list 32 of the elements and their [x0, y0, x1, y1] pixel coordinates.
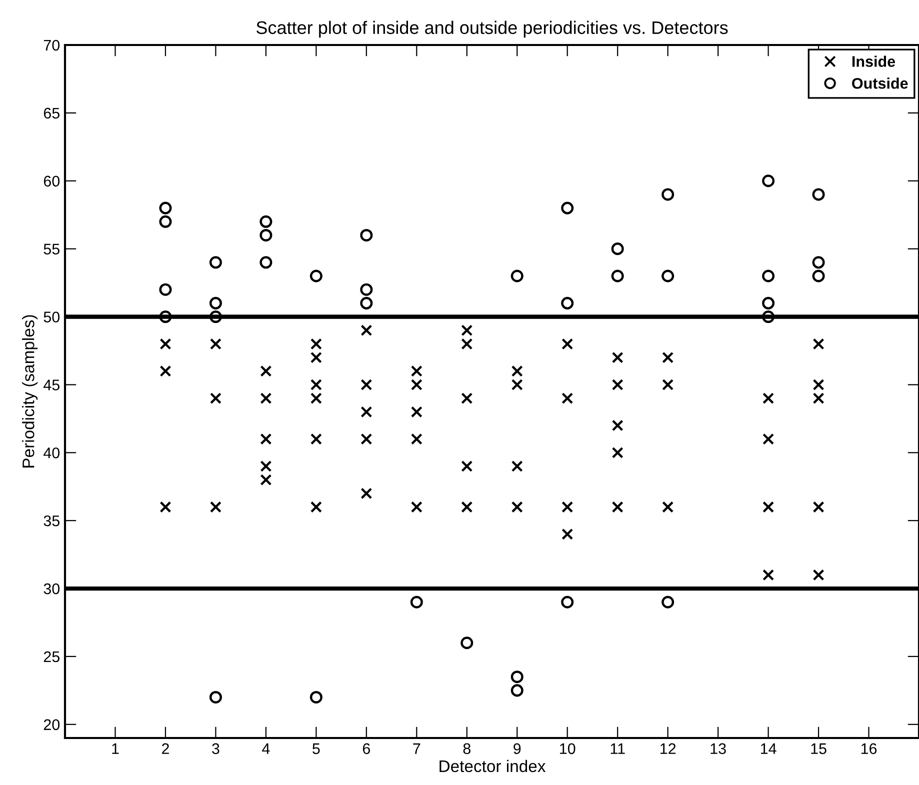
x-tick-label: 11 — [610, 743, 625, 754]
y-tick-label: 50 — [44, 312, 60, 322]
x-tick-label: 7 — [413, 743, 420, 754]
x-tick-label: 2 — [162, 743, 169, 754]
x-tick-label: 12 — [660, 743, 676, 754]
chart-title: Scatter plot of inside and outside periodicities vs. Detectors — [256, 20, 728, 38]
y-tick-label: 30 — [44, 583, 60, 594]
y-tick-label: 25 — [44, 651, 60, 662]
y-tick-label: 40 — [44, 448, 60, 458]
y-tick-label: 60 — [44, 176, 60, 187]
y-tick-label: 55 — [44, 244, 60, 255]
y-tick-label: 70 — [44, 40, 60, 51]
y-tick-label: 65 — [44, 108, 60, 119]
legend-label: Outside — [852, 78, 908, 89]
y-tick-label: 20 — [44, 719, 60, 730]
x-tick-label: 14 — [760, 743, 776, 754]
x-tick-label: 9 — [514, 743, 521, 754]
x-tick-label: 4 — [262, 743, 270, 754]
x-tick-label: 8 — [463, 743, 470, 754]
x-tick-label: 10 — [560, 743, 576, 754]
legend-label: Inside — [852, 56, 896, 67]
x-tick-label: 3 — [212, 743, 220, 754]
x-tick-label: 6 — [362, 743, 370, 754]
y-axis-title: Periodicity (samples) — [22, 315, 38, 468]
x-tick-label: 16 — [861, 743, 877, 754]
x-axis-title: Detector index — [440, 760, 546, 772]
x-tick-label: 13 — [710, 743, 726, 754]
x-tick-label: 1 — [112, 743, 119, 754]
x-tick-label: 5 — [312, 743, 320, 754]
y-tick-label: 35 — [44, 515, 60, 526]
y-tick-label: 45 — [44, 380, 60, 390]
x-tick-label: 15 — [811, 743, 826, 754]
